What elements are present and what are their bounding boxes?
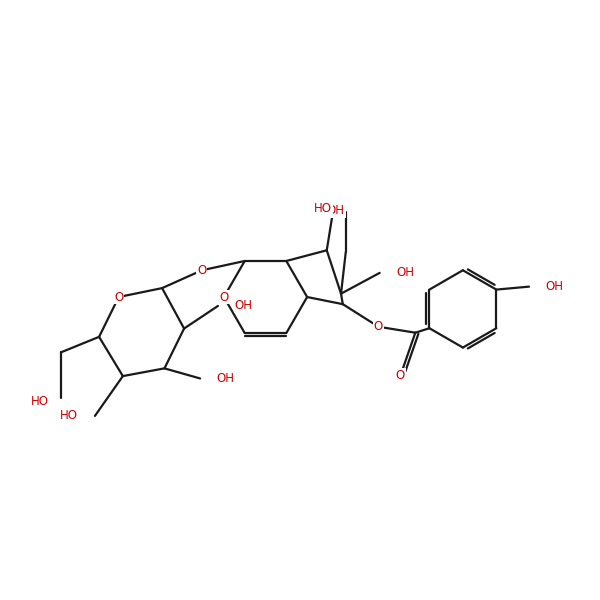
Text: HO: HO	[314, 202, 332, 215]
Text: O: O	[374, 320, 383, 333]
Text: OH: OH	[545, 280, 563, 293]
Text: HO: HO	[60, 409, 78, 422]
Text: O: O	[219, 290, 229, 304]
Text: OH: OH	[217, 372, 235, 385]
Text: HO: HO	[31, 395, 49, 407]
Text: OH: OH	[235, 299, 253, 313]
Text: OH: OH	[326, 204, 344, 217]
Text: O: O	[114, 290, 124, 304]
Text: OH: OH	[396, 266, 414, 280]
Text: O: O	[197, 264, 206, 277]
Text: O: O	[396, 369, 405, 382]
